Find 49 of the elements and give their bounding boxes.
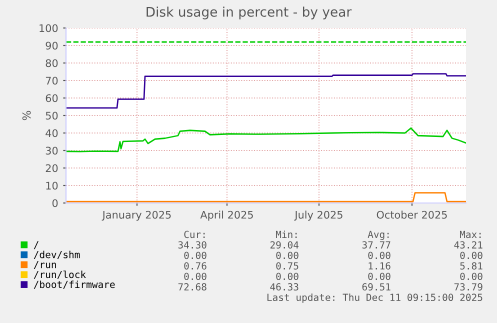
text: 0.00 bbox=[368, 272, 390, 280]
legend-label: /run/lock bbox=[34, 270, 86, 279]
legend-label: /run bbox=[34, 260, 56, 269]
text: 0.00 bbox=[184, 272, 206, 280]
x-tick-label: October 2025 bbox=[376, 210, 447, 219]
y-tick-label: 40 bbox=[46, 129, 58, 138]
text: 1.16 bbox=[368, 262, 390, 270]
y-axis-title: % bbox=[22, 110, 31, 120]
chart-title: Disk usage in percent - by year bbox=[146, 6, 352, 20]
text: 43.21 bbox=[454, 241, 482, 249]
x-tick-label: July 2025 bbox=[294, 210, 342, 221]
x-tick-label: April 2025 bbox=[200, 210, 253, 221]
legend-label: /boot/firmware bbox=[34, 280, 115, 289]
text: 46.33 bbox=[270, 283, 298, 291]
text: 0.75 bbox=[276, 262, 298, 270]
text: 29.04 bbox=[270, 241, 299, 249]
line-series bbox=[66, 73, 466, 109]
y-tick-label: 100 bbox=[40, 24, 58, 32]
text: 0.00 bbox=[276, 272, 298, 280]
legend-label: / bbox=[34, 241, 39, 250]
line-series bbox=[66, 127, 466, 152]
text: 37.77 bbox=[362, 241, 390, 249]
text: 0.00 bbox=[368, 252, 390, 260]
y-tick-label: 90 bbox=[46, 42, 58, 50]
y-tick-label: 80 bbox=[46, 59, 58, 68]
x-tick-label: January 2025 bbox=[102, 210, 171, 221]
text: 34.30 bbox=[178, 241, 206, 249]
y-tick-label: 70 bbox=[46, 76, 58, 85]
y-tick-label: 30 bbox=[46, 146, 58, 155]
legend-label: /dev/shm bbox=[34, 250, 80, 260]
text: 69.51 bbox=[362, 283, 390, 291]
y-tick-label: 10 bbox=[46, 182, 58, 190]
y-tick-label: 0 bbox=[52, 199, 58, 208]
text: Last update: Thu Dec 11 09:15:00 2025 bbox=[267, 294, 482, 303]
text: Min: bbox=[276, 230, 297, 238]
text: Cur: bbox=[184, 230, 205, 238]
text: Max: bbox=[460, 230, 481, 238]
y-tick-label: 20 bbox=[46, 164, 58, 172]
text: 0.00 bbox=[460, 252, 482, 260]
y-tick-label: 50 bbox=[46, 112, 58, 120]
text: 73.79 bbox=[454, 283, 482, 291]
text: 0.00 bbox=[184, 252, 206, 260]
text: 0.00 bbox=[276, 252, 298, 260]
text: 0.00 bbox=[460, 272, 482, 280]
text: 0.76 bbox=[184, 262, 206, 270]
text: Avg: bbox=[368, 230, 389, 240]
text: 5.81 bbox=[460, 262, 482, 270]
y-tick-label: 60 bbox=[46, 94, 58, 102]
text: 72.68 bbox=[178, 283, 206, 291]
